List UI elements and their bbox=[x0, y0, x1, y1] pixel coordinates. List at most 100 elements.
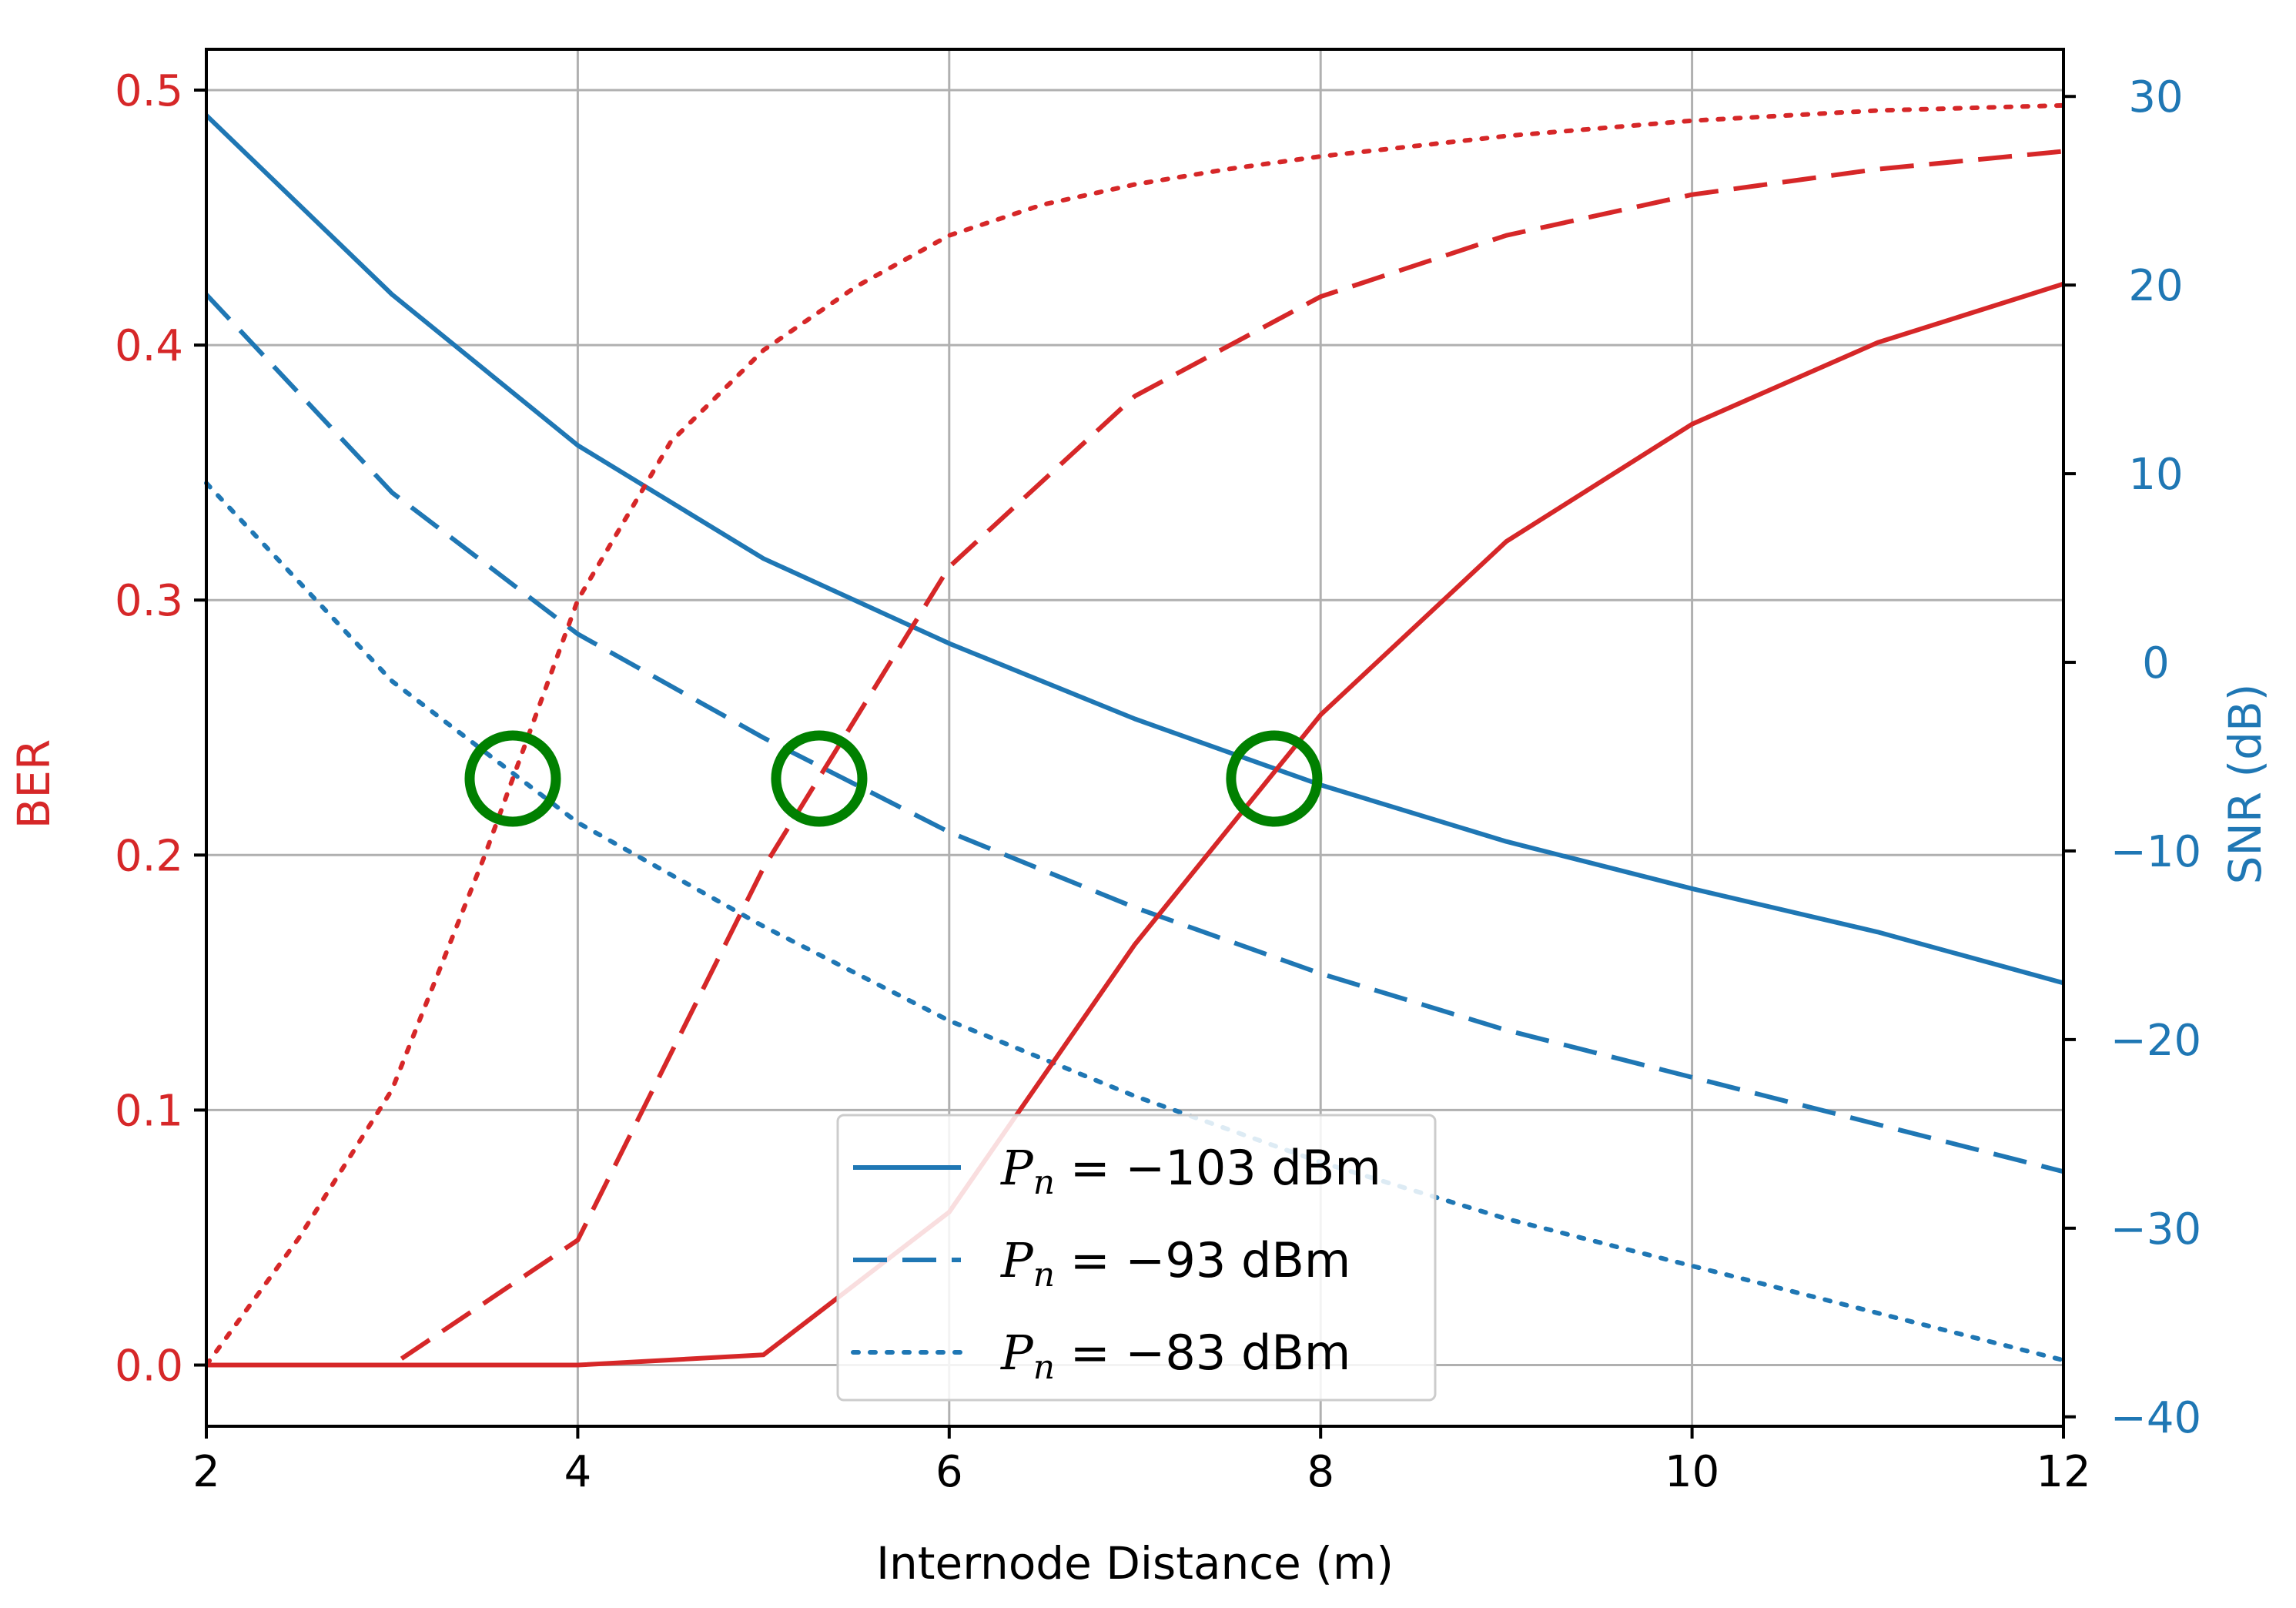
data-point bbox=[1876, 340, 1880, 345]
data-point bbox=[297, 1235, 302, 1240]
data-point bbox=[1504, 1028, 1508, 1033]
data-point bbox=[947, 1018, 952, 1023]
data-point bbox=[575, 598, 580, 602]
data-point bbox=[1133, 942, 1137, 946]
data-point bbox=[1226, 167, 1230, 172]
data-point bbox=[761, 735, 766, 740]
data-point bbox=[1690, 422, 1695, 427]
series-line bbox=[206, 281, 2064, 1368]
data-point bbox=[761, 1352, 766, 1357]
data-point bbox=[1318, 712, 1323, 717]
series-snr-solid bbox=[204, 113, 2064, 986]
data-point bbox=[1411, 144, 1416, 149]
data-point bbox=[483, 853, 487, 857]
data-point bbox=[390, 679, 394, 684]
crossover-circle-marker bbox=[464, 730, 561, 827]
data-point bbox=[1690, 886, 1695, 891]
x-tick-label: 2 bbox=[192, 1447, 220, 1497]
y-right-tick-label: 10 bbox=[2128, 450, 2183, 500]
series-layer bbox=[204, 102, 2066, 1368]
y-axis-left-label: BER bbox=[8, 739, 60, 829]
crossover-circle-marker bbox=[771, 730, 868, 827]
data-point bbox=[761, 556, 766, 561]
data-point bbox=[1039, 203, 1044, 207]
data-point bbox=[1504, 233, 1508, 238]
data-point bbox=[947, 829, 952, 834]
legend: Pn = −103 dBm Pn = −93 dBm Pn = −83 dBm bbox=[836, 1114, 1437, 1402]
legend-entry-label: Pn = −83 dBm bbox=[1000, 1325, 1350, 1387]
x-axis-label: Internode Distance (m) bbox=[876, 1537, 1394, 1590]
data-point bbox=[1876, 167, 1880, 172]
data-point bbox=[1597, 126, 1602, 131]
y-right-tick-label: 20 bbox=[2128, 261, 2183, 311]
data-point bbox=[1968, 106, 1973, 110]
legend-box bbox=[836, 1114, 1437, 1402]
y-right-tick-label: −30 bbox=[2110, 1204, 2201, 1255]
x-tick-label: 6 bbox=[935, 1447, 963, 1497]
annotation-layer bbox=[464, 730, 1323, 827]
data-point bbox=[1133, 905, 1137, 910]
data-point bbox=[575, 820, 580, 825]
series-ber-dashed bbox=[206, 149, 2064, 1368]
data-point bbox=[1318, 971, 1323, 976]
data-point bbox=[1876, 1122, 1880, 1127]
x-tick-label: 8 bbox=[1307, 1447, 1334, 1497]
series-snr-dashed bbox=[204, 293, 2064, 1174]
x-tick-label: 10 bbox=[1665, 1447, 1719, 1497]
y-left-tick-label: 0.3 bbox=[115, 576, 183, 626]
data-point bbox=[854, 284, 858, 289]
x-tick-label: 12 bbox=[2036, 1447, 2090, 1497]
series-snr-dotted bbox=[204, 481, 2066, 1363]
legend-entry-label: Pn = −103 dBm bbox=[1000, 1140, 1381, 1202]
data-point bbox=[575, 443, 580, 447]
data-point bbox=[1504, 839, 1508, 844]
data-point bbox=[575, 1238, 580, 1242]
plot-frame bbox=[205, 48, 2065, 1428]
series-line bbox=[204, 102, 2066, 1368]
data-point bbox=[1504, 539, 1508, 544]
data-point bbox=[1133, 182, 1137, 186]
data-point bbox=[1690, 119, 1695, 123]
crossover-circle-marker bbox=[1226, 730, 1323, 827]
y-right-tick-label: −20 bbox=[2110, 1016, 2201, 1066]
y-right-tick-label: −40 bbox=[2110, 1393, 2201, 1443]
data-point bbox=[390, 491, 394, 495]
y-left-tick-label: 0.0 bbox=[115, 1342, 183, 1392]
series-ber-solid bbox=[206, 281, 2064, 1368]
y-left-tick-label: 0.4 bbox=[115, 321, 183, 371]
data-point bbox=[668, 440, 673, 444]
data-point bbox=[1504, 134, 1508, 139]
series-line bbox=[204, 293, 2064, 1174]
data-point bbox=[1876, 1311, 1880, 1315]
data-point bbox=[575, 631, 580, 636]
data-point bbox=[1690, 1264, 1695, 1268]
x-tick-label: 4 bbox=[564, 1447, 592, 1497]
data-point bbox=[761, 924, 766, 929]
series-line bbox=[206, 149, 2064, 1368]
series-ber-dotted bbox=[204, 102, 2066, 1368]
data-point bbox=[1318, 154, 1323, 159]
legend-entry-label: Pn = −93 dBm bbox=[1000, 1232, 1350, 1295]
data-point bbox=[390, 1087, 394, 1092]
data-point bbox=[947, 233, 952, 238]
data-point bbox=[1876, 108, 1880, 112]
data-point bbox=[1690, 193, 1695, 197]
data-point bbox=[575, 1363, 580, 1368]
y-left-tick-label: 0.1 bbox=[115, 1086, 183, 1136]
y-axis-right-label: SNR (dB) bbox=[2219, 684, 2271, 885]
data-point bbox=[761, 348, 766, 353]
grid-lines bbox=[205, 49, 2065, 1426]
y-right-tick-label: −10 bbox=[2110, 827, 2201, 877]
y-left-tick-label: 0.2 bbox=[115, 831, 183, 881]
data-point bbox=[390, 1363, 394, 1368]
data-point bbox=[390, 292, 394, 296]
series-line bbox=[204, 113, 2064, 986]
data-point bbox=[761, 866, 766, 870]
y-right-tick-label: 30 bbox=[2128, 72, 2183, 122]
data-point bbox=[1876, 930, 1880, 934]
data-point bbox=[1133, 394, 1137, 398]
series-line bbox=[204, 481, 2066, 1363]
y-left-tick-label: 0.5 bbox=[115, 66, 183, 116]
data-point bbox=[1133, 717, 1137, 722]
